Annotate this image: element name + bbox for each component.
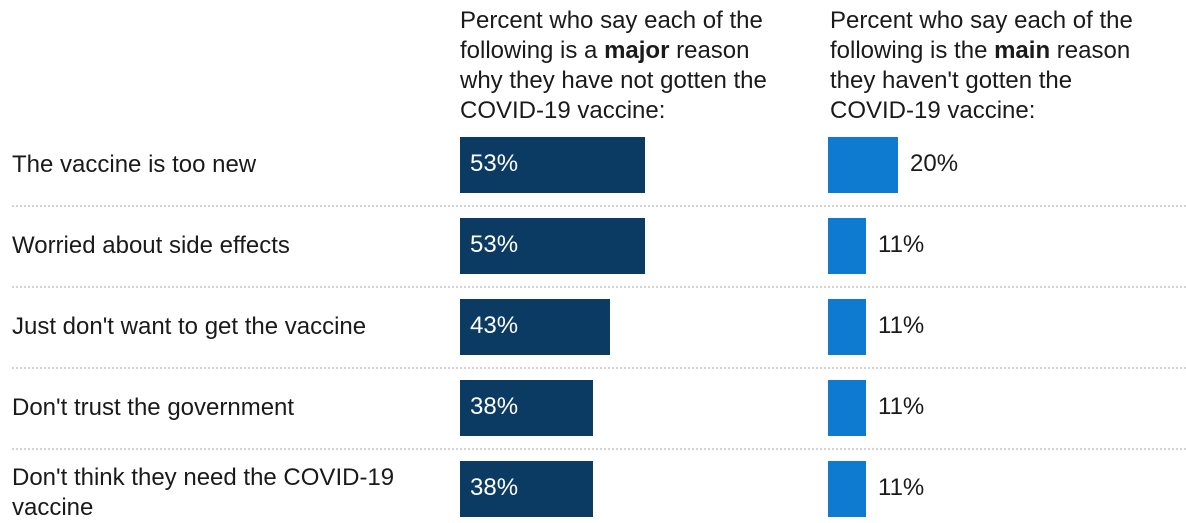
main-reason-value: 11%	[878, 312, 925, 339]
main-header-line-2-post: reason	[1050, 37, 1131, 64]
main-header-line-2: following is the main reason	[830, 36, 1180, 66]
main-reason-value: 11%	[878, 231, 925, 258]
main-reason-value: 11%	[878, 474, 925, 501]
category-label: The vaccine is too new	[12, 151, 257, 178]
category-label: Don't trust the government	[12, 394, 295, 421]
category-label: Don't think they need the COVID-19 vacci…	[12, 464, 395, 521]
main-header-line-3: they haven't gotten the	[830, 67, 1073, 94]
main-reason-value: 20%	[910, 150, 959, 177]
major-reason-header: Percent who say each of the following is…	[460, 6, 820, 126]
chart: Percent who say each of the following is…	[12, 6, 1186, 521]
category-label: Just don't want to get the vaccine	[12, 313, 367, 340]
major-header-emphasis: major	[604, 37, 670, 64]
major-reason-bar: 43%	[460, 299, 610, 355]
main-header-line-1: Percent who say each of the	[830, 7, 1133, 34]
main-reason-bar	[828, 218, 866, 274]
major-reason-bar: 53%	[460, 137, 645, 193]
major-header-line-2: following is a major reason	[460, 36, 820, 66]
row-divider	[12, 448, 1186, 450]
main-reason-bar	[828, 461, 866, 517]
major-header-line-4: COVID-19 vaccine:	[460, 97, 666, 124]
major-reason-value: 38%	[470, 474, 519, 501]
major-reason-value: 38%	[470, 393, 519, 420]
main-reason-header: Percent who say each of the following is…	[830, 6, 1180, 126]
row-divider	[12, 205, 1186, 207]
major-reason-value: 53%	[470, 231, 519, 258]
major-reason-bar: 38%	[460, 380, 593, 436]
main-reason-bar	[828, 380, 866, 436]
major-reason-value: 53%	[470, 150, 519, 177]
major-header-line-2-post: reason	[669, 37, 750, 64]
major-header-line-2-pre: following is a	[460, 37, 605, 64]
major-reason-value: 43%	[470, 312, 519, 339]
major-reason-bar: 38%	[460, 461, 593, 517]
main-reason-bar	[828, 137, 898, 193]
main-header-line-2-pre: following is the	[830, 37, 995, 64]
main-header-line-4: COVID-19 vaccine:	[830, 97, 1036, 124]
main-reason-value: 11%	[878, 393, 925, 420]
major-reason-bar: 53%	[460, 218, 645, 274]
main-header-emphasis: main	[994, 37, 1051, 64]
row-divider	[12, 286, 1186, 288]
major-header-line-3: why they have not gotten the	[460, 67, 767, 94]
category-label: Worried about side effects	[12, 232, 290, 259]
main-reason-bar	[828, 299, 866, 355]
major-header-line-1: Percent who say each of the	[460, 7, 763, 34]
row-divider	[12, 367, 1186, 369]
